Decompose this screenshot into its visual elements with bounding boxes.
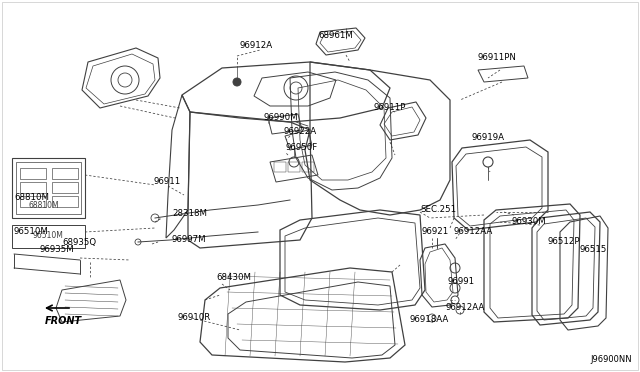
- Text: 96919A: 96919A: [472, 134, 505, 142]
- Bar: [20, 196, 46, 207]
- Text: 96512P: 96512P: [548, 237, 580, 247]
- Text: 96912A: 96912A: [240, 42, 273, 51]
- Text: 96911P: 96911P: [374, 103, 406, 112]
- Text: 96911: 96911: [153, 177, 180, 186]
- Circle shape: [483, 157, 493, 167]
- Text: 96990M: 96990M: [264, 113, 299, 122]
- Text: 96997M: 96997M: [172, 235, 207, 244]
- Bar: [20, 168, 46, 179]
- Text: 68810M: 68810M: [14, 193, 49, 202]
- Text: J96900NN: J96900NN: [590, 355, 632, 364]
- Text: 96912AA: 96912AA: [454, 228, 493, 237]
- Text: 96510M: 96510M: [14, 228, 49, 237]
- Text: 96950F: 96950F: [286, 144, 318, 153]
- Bar: [274, 162, 286, 172]
- Text: 96515: 96515: [580, 246, 607, 254]
- Bar: [288, 162, 300, 172]
- Bar: [52, 182, 78, 193]
- Text: 68810M: 68810M: [29, 201, 60, 210]
- Text: 96930M: 96930M: [512, 218, 547, 227]
- Text: 68935Q: 68935Q: [62, 237, 96, 247]
- Text: FRONT: FRONT: [45, 316, 82, 326]
- Bar: [52, 196, 78, 207]
- Text: 96935M: 96935M: [40, 246, 75, 254]
- Bar: [302, 162, 314, 172]
- Text: 96911PN: 96911PN: [478, 54, 517, 62]
- Bar: [52, 168, 78, 179]
- Text: 96991: 96991: [448, 278, 475, 286]
- Text: 68961M: 68961M: [318, 32, 353, 41]
- Text: 68430M: 68430M: [216, 273, 251, 282]
- Text: 96918AA: 96918AA: [410, 315, 449, 324]
- Circle shape: [233, 78, 241, 86]
- Text: 28318M: 28318M: [172, 209, 207, 218]
- Text: 96921: 96921: [422, 228, 449, 237]
- Text: 96922A: 96922A: [284, 128, 317, 137]
- Text: 96510M: 96510M: [33, 231, 63, 241]
- Circle shape: [451, 296, 459, 304]
- Bar: [20, 182, 46, 193]
- Text: 96912AA: 96912AA: [446, 304, 485, 312]
- Text: SEC.251: SEC.251: [420, 205, 456, 215]
- Text: 96910R: 96910R: [178, 314, 211, 323]
